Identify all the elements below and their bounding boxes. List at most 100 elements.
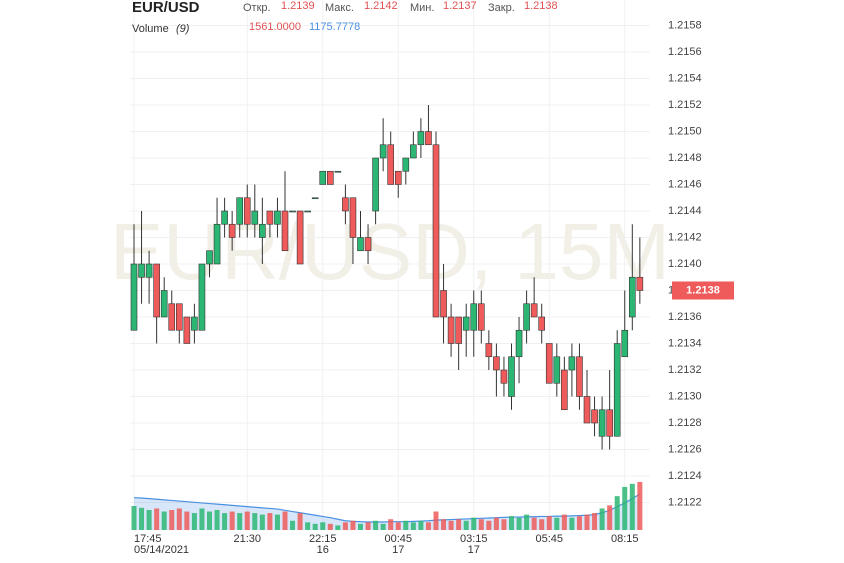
volume-bar (486, 520, 492, 530)
volume-bar (169, 510, 175, 530)
candle-body (455, 316, 462, 344)
volume-bar (154, 508, 160, 530)
volume-bar (274, 514, 280, 530)
volume-bar (561, 514, 567, 530)
candle-body (319, 170, 327, 185)
volume-bar (320, 522, 326, 530)
volume-bar (554, 517, 560, 530)
y-tick-label: 1.2128 (668, 417, 702, 429)
volume-bar (222, 513, 228, 530)
open-label: Откр. (243, 2, 271, 14)
candle-body (387, 144, 395, 185)
y-tick-label: 1.2122 (668, 496, 702, 508)
candle-body (349, 197, 357, 238)
watermark: EUR/USD, 15M (110, 207, 670, 296)
volume-bar (191, 513, 197, 530)
volume-bar (139, 507, 145, 530)
candle-body (417, 131, 425, 146)
candle-body (523, 303, 530, 331)
candle-body (508, 356, 515, 397)
candle-body (228, 223, 236, 238)
volume-bar (501, 519, 507, 530)
candle-body (553, 356, 561, 384)
candle-body (251, 210, 259, 225)
volume-bar (425, 522, 431, 530)
candle-body (304, 210, 311, 213)
volume-bar (569, 517, 575, 530)
candle-body (425, 131, 432, 146)
x-tick-label: 08:15 (611, 533, 639, 545)
candle-body (538, 316, 546, 331)
volume-bar (312, 523, 318, 530)
y-tick-label: 1.2124 (668, 470, 702, 482)
candle-body (372, 157, 379, 212)
volume-bar (244, 511, 250, 530)
volume-bar (327, 523, 333, 530)
y-tick-label: 1.2148 (668, 152, 702, 164)
volume-bar (358, 523, 363, 530)
volume-bar (131, 506, 137, 530)
volume-bar (252, 513, 258, 530)
volume-bar (410, 522, 416, 530)
volume-bar (146, 510, 152, 530)
candle-body (447, 316, 455, 344)
candle-body (530, 303, 538, 318)
x-date-label: 16 (317, 544, 329, 556)
x-date-label: 17 (468, 544, 480, 556)
volume-bar (614, 496, 620, 530)
candle-body (591, 409, 598, 424)
x-tick-label: 17:45 (134, 533, 162, 545)
candle-body (326, 170, 334, 185)
volume-bar (176, 508, 182, 530)
candle-body (357, 237, 364, 252)
candle-body (176, 303, 183, 331)
candle-body (613, 343, 621, 437)
candle-body (364, 237, 372, 252)
volume-bar (539, 519, 545, 530)
candle-body (191, 316, 198, 331)
candle-body (213, 223, 221, 265)
candle-body (485, 343, 493, 358)
candle-body (342, 197, 349, 212)
volume-bar (350, 520, 356, 530)
volume-bar (524, 514, 530, 530)
x-date-label: 17 (392, 544, 404, 556)
candle-body (636, 276, 644, 291)
candle-body (289, 210, 296, 213)
volume-bar (365, 522, 371, 530)
volume-bar (637, 481, 643, 530)
volume-bar (237, 513, 243, 530)
candle-body (130, 263, 138, 331)
volume-bar (584, 514, 590, 530)
price-tag (672, 281, 734, 300)
volume-bar (161, 511, 167, 530)
x-tick-label: 03:15 (460, 533, 488, 545)
volume-bar (229, 511, 235, 530)
candle-body (598, 409, 606, 437)
candle-body (183, 316, 191, 344)
low-value: 1.2137 (443, 0, 477, 12)
candle-body (621, 329, 629, 358)
high-value: 1.2142 (364, 0, 398, 12)
volume-bar (380, 523, 386, 530)
x-tick-label: 21:30 (233, 533, 261, 545)
candle-body (440, 290, 447, 318)
volume-bar (622, 486, 628, 530)
candle-body (628, 276, 636, 318)
volume-bar (342, 522, 348, 530)
candle-body (500, 369, 508, 384)
y-tick-label: 1.2156 (668, 46, 702, 58)
y-tick-label: 1.2136 (668, 311, 702, 323)
volume-bar (373, 520, 379, 530)
volume-bar (592, 513, 598, 530)
y-tick-label: 1.2142 (668, 231, 702, 243)
y-tick-label: 1.2152 (668, 99, 702, 111)
volume-bar (493, 517, 499, 530)
candle-body (568, 356, 576, 371)
volume-bar (214, 510, 220, 530)
volume-bar (448, 520, 454, 530)
volume-bar (184, 511, 190, 530)
volume-bar (629, 483, 635, 530)
candle-body (379, 144, 387, 159)
